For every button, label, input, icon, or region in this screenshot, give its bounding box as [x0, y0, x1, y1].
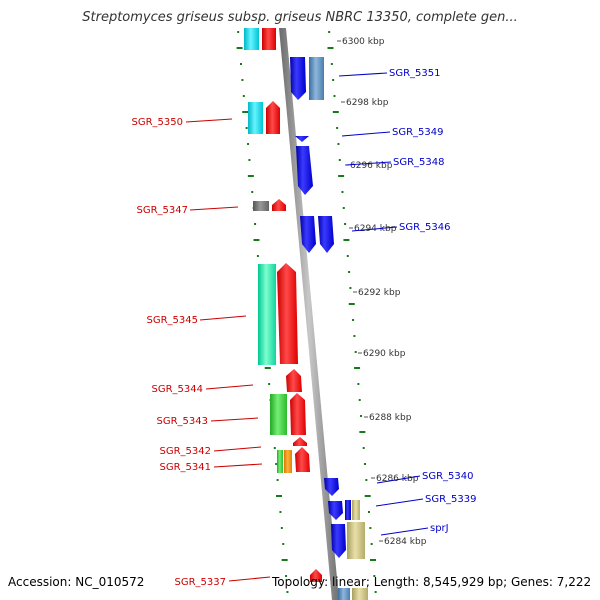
- gene-label-leader: [213, 463, 263, 468]
- gene-label[interactable]: SGR_5346: [399, 222, 451, 233]
- gene-labels-left: SGR_5350 SGR_5347 SGR_5345 SGR_5344 SGR_5343…: [132, 117, 271, 588]
- gene-label-leader: [228, 576, 271, 582]
- gene-label-leader: [341, 131, 391, 137]
- gene-block[interactable]: [262, 28, 276, 50]
- gene-arrow[interactable]: [272, 199, 286, 211]
- gene-arrow[interactable]: [290, 393, 306, 435]
- gene-label[interactable]: SGR_5343: [157, 416, 209, 427]
- kbp-label: 6296 kbp: [350, 161, 393, 171]
- gene-arrow[interactable]: [295, 447, 310, 472]
- gene-label-leader: [375, 498, 424, 507]
- gene-label-leader: [376, 475, 421, 484]
- gene-label-leader: [189, 206, 239, 211]
- gene-label[interactable]: sprJ: [430, 523, 449, 534]
- gene-block[interactable]: [338, 588, 350, 600]
- gene-label[interactable]: SGR_5351: [389, 68, 441, 79]
- gene-label-leader: [345, 161, 392, 166]
- gene-block[interactable]: [277, 450, 283, 473]
- gene-block[interactable]: [284, 450, 292, 473]
- gene-label[interactable]: SGR_5344: [152, 384, 204, 395]
- gene-arrow[interactable]: [296, 146, 313, 195]
- gene-label[interactable]: SGR_5341: [160, 462, 212, 473]
- right-strand-genes: [290, 57, 368, 600]
- gene-block[interactable]: [352, 588, 368, 600]
- gene-arrow[interactable]: [300, 216, 316, 253]
- gene-arrow[interactable]: [266, 101, 280, 134]
- gene-label[interactable]: SGR_5350: [132, 117, 184, 128]
- kbp-label: 6292 kbp: [358, 288, 401, 298]
- gene-block[interactable]: [248, 102, 263, 134]
- gene-label-leader: [338, 72, 388, 77]
- gene-block[interactable]: [345, 500, 351, 520]
- gene-arrow[interactable]: [328, 501, 343, 520]
- gene-label[interactable]: SGR_5337: [175, 577, 227, 588]
- gene-label[interactable]: SGR_5349: [392, 127, 444, 138]
- gene-block[interactable]: [352, 500, 360, 520]
- gene-label[interactable]: SGR_5340: [422, 471, 474, 482]
- gene-label-leader: [213, 446, 262, 452]
- gene-arrow[interactable]: [293, 437, 307, 446]
- page-title: Streptomyces griseus subsp. griseus NBRC…: [82, 10, 518, 25]
- gene-arrow[interactable]: [310, 569, 322, 582]
- gene-label-leader: [199, 315, 247, 321]
- kbp-label: 6300 kbp: [342, 37, 385, 47]
- gene-block[interactable]: [258, 264, 276, 365]
- gene-label[interactable]: SGR_5348: [393, 157, 445, 168]
- kbp-label: 6298 kbp: [346, 98, 389, 108]
- gene-label-leader: [185, 118, 233, 123]
- gene-arrow[interactable]: [295, 136, 309, 142]
- chromosome-backbone: [279, 28, 339, 600]
- gene-label[interactable]: SGR_5347: [137, 205, 189, 216]
- left-strand-genes: [244, 28, 322, 582]
- gene-block[interactable]: [347, 522, 365, 559]
- gene-arrow[interactable]: [286, 369, 302, 392]
- topology-label: Topology: linear; Length: 8,545,929 bp; …: [272, 575, 592, 589]
- gene-label[interactable]: SGR_5345: [147, 315, 199, 326]
- accession-label: Accession: NC_010572: [8, 575, 145, 589]
- gene-label[interactable]: SGR_5342: [160, 446, 212, 457]
- kbp-label: 6286 kbp: [376, 474, 419, 484]
- kbp-label: 6290 kbp: [363, 349, 406, 359]
- gene-label-leader: [380, 527, 429, 536]
- gene-arrow[interactable]: [290, 57, 306, 100]
- gene-block[interactable]: [253, 201, 269, 211]
- gene-labels-right: SGR_5351 SGR_5349 SGR_5348 SGR_5346 SGR_5340…: [338, 68, 477, 536]
- gene-block[interactable]: [309, 57, 324, 100]
- gene-arrow[interactable]: [331, 524, 346, 558]
- gene-label-leader: [210, 417, 259, 422]
- tick-track-right: [327, 31, 377, 593]
- kbp-label: 6288 kbp: [369, 413, 412, 423]
- gene-block[interactable]: [270, 394, 287, 435]
- gene-arrow[interactable]: [277, 263, 298, 364]
- gene-label[interactable]: SGR_5339: [425, 494, 477, 505]
- gene-label-leader: [351, 226, 398, 232]
- gene-arrow[interactable]: [318, 216, 334, 253]
- gene-label-leader: [205, 384, 254, 390]
- kbp-label: 6284 kbp: [384, 537, 427, 547]
- gene-arrow[interactable]: [324, 478, 339, 496]
- gene-block[interactable]: [244, 28, 259, 50]
